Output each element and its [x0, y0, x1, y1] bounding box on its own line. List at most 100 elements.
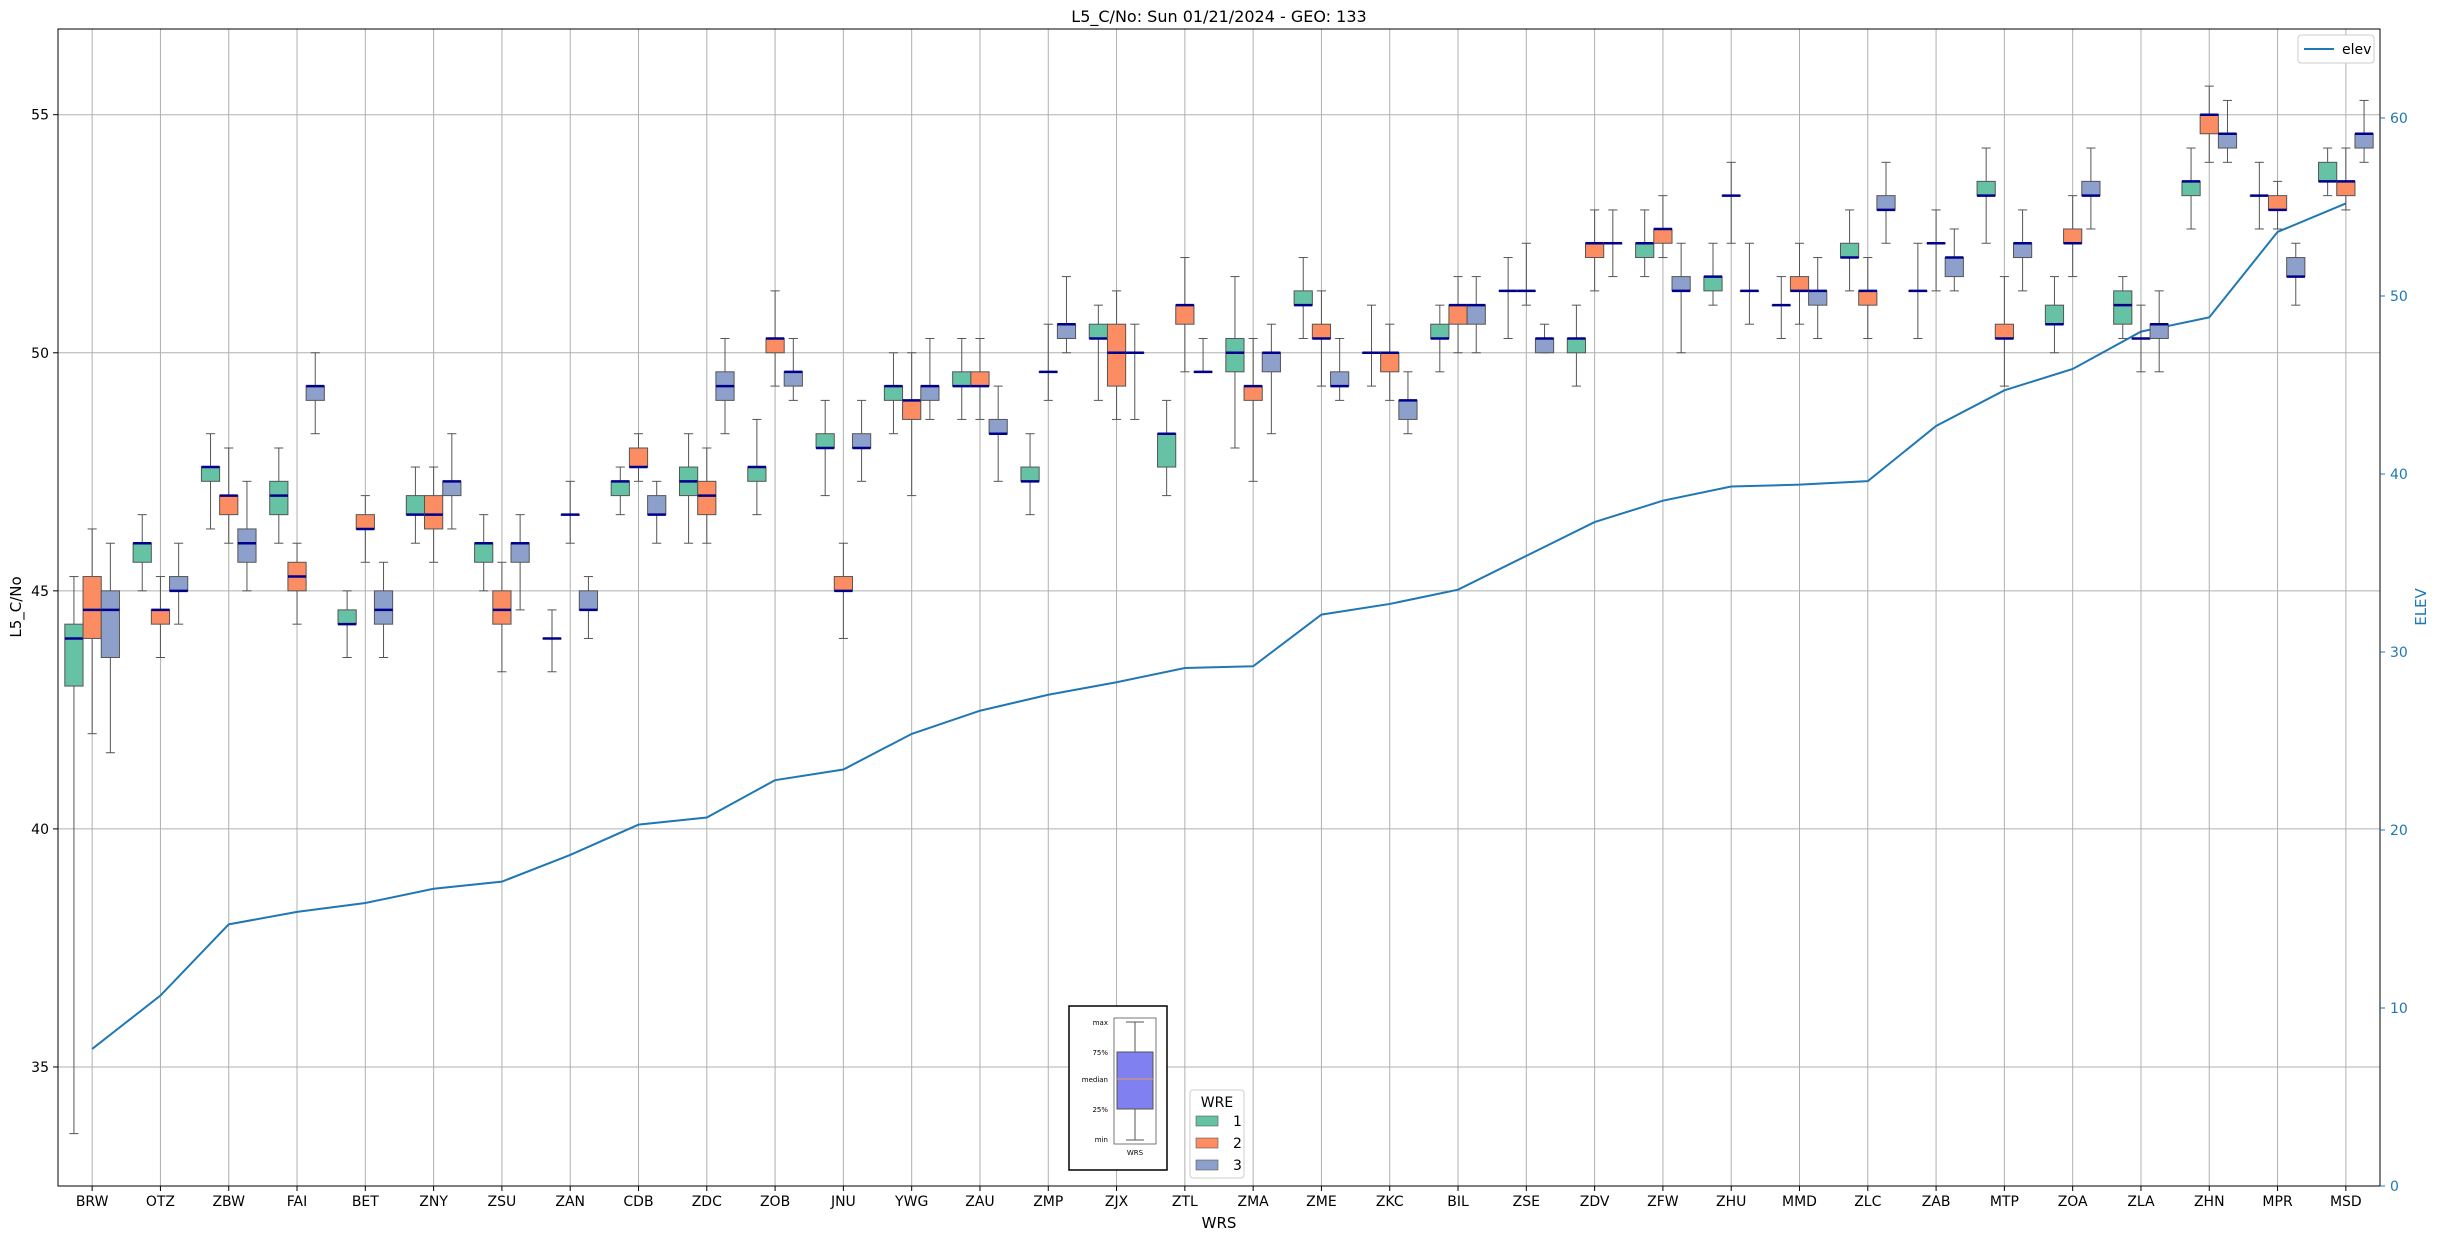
box-wre-2	[1653, 228, 1673, 244]
box-wre-2	[424, 495, 444, 530]
box-wre-2	[2199, 114, 2219, 135]
x-tick-label: BET	[352, 1194, 379, 1210]
box-wre-1	[610, 480, 630, 497]
box-wre-1	[405, 495, 426, 516]
x-tick-label: ZNY	[419, 1194, 448, 1210]
box-wre-3	[783, 371, 803, 387]
box-wre-1	[132, 542, 152, 563]
inset-key-label-q1: 25%	[1092, 1106, 1108, 1114]
box-wre-1	[1566, 337, 1587, 354]
box-wre-3	[647, 495, 667, 516]
box-wre-3	[1261, 352, 1281, 373]
y-axis-right: 0 10 20 30 40 50 60	[2380, 111, 2408, 1195]
x-tick-label: ZOB	[760, 1194, 790, 1210]
x-tick-label: MPR	[2262, 1194, 2293, 1210]
box-wre-1	[337, 609, 357, 625]
box-wre-1	[474, 542, 494, 563]
box-wre-3	[2081, 180, 2101, 197]
box-wre-1	[2044, 304, 2065, 325]
x-tick-label: JNU	[830, 1194, 856, 1210]
x-tick-label: ZHN	[2194, 1194, 2225, 1210]
y2-tick-label: 30	[2390, 645, 2408, 661]
box-wre-3	[1330, 371, 1350, 387]
box-wre-1	[1430, 323, 1450, 339]
box-wre-2	[2063, 228, 2083, 244]
y-tick-label: 45	[31, 584, 49, 600]
grid	[58, 29, 2380, 1186]
box-wre-2	[150, 609, 171, 625]
box-wre-1	[1020, 466, 1040, 482]
y2-tick-label: 20	[2390, 823, 2408, 839]
y2-tick-label: 10	[2390, 1001, 2408, 1017]
x-tick-label: ZME	[1306, 1194, 1337, 1210]
box-wre-3	[2286, 257, 2306, 278]
box-wre-3	[988, 418, 1008, 435]
wre-legend-swatch-3	[1195, 1159, 1219, 1171]
box-wre-3	[1944, 257, 1964, 278]
box-wre-1	[2181, 180, 2201, 197]
y2-tick-label: 40	[2390, 467, 2408, 483]
x-tick-label: ZSE	[1513, 1194, 1540, 1210]
box-wre-2	[902, 399, 922, 420]
box-wre-1	[200, 466, 221, 482]
x-tick-label: ZLC	[1854, 1194, 1881, 1210]
x-tick-label: ZAU	[965, 1194, 994, 1210]
box-wre-1	[883, 385, 904, 401]
x-tick-label: ZSU	[488, 1194, 517, 1210]
box-wre-1	[1635, 242, 1655, 259]
box-wre-2	[697, 480, 717, 516]
x-tick-label: ZLA	[2127, 1194, 2155, 1210]
x-tick-label: ZHU	[1716, 1194, 1746, 1210]
box-wre-1	[1976, 180, 1996, 197]
boxes	[64, 85, 2374, 1135]
box-wre-2	[1858, 290, 1878, 306]
box-wre-1	[64, 623, 84, 687]
x-tick-label: MMD	[1782, 1194, 1817, 1210]
x-tick-label: MSD	[2330, 1194, 2362, 1210]
wre-legend-swatch-1	[1195, 1115, 1219, 1127]
x-tick-label: ZMP	[1033, 1194, 1063, 1210]
box-wre-3	[169, 576, 189, 592]
inset-key-box	[1116, 1051, 1154, 1110]
box-wre-3	[237, 528, 257, 563]
box-wre-2	[970, 371, 990, 387]
box-wre-2	[1311, 323, 1332, 339]
y-axis-left: 35 40 45 50 55	[31, 108, 58, 1076]
box-wre-1	[747, 466, 767, 482]
box-wre-3	[2149, 323, 2169, 339]
box-wre-2	[1380, 352, 1400, 373]
box-wre-1	[269, 480, 289, 516]
box-wre-2	[1448, 304, 1468, 325]
x-tick-label: ZTL	[1172, 1194, 1198, 1210]
chart-title: L5_C/No: Sun 01/21/2024 - GEO: 133	[1071, 7, 1366, 27]
y-tick-label: 35	[31, 1060, 49, 1076]
y-tick-label: 40	[31, 822, 49, 838]
y-tick-label: 50	[31, 346, 49, 362]
wre-legend-label-3: 3	[1233, 1158, 1242, 1174]
box-wre-1	[952, 371, 972, 387]
elevation-line	[91, 202, 2347, 1050]
box-wre-3	[305, 385, 325, 401]
box-wre-1	[815, 433, 835, 449]
box-wre-3	[1534, 337, 1555, 354]
x-tick-label: ZKC	[1376, 1194, 1404, 1210]
box-wre-1	[1225, 337, 1245, 373]
inset-key-label-q3: 75%	[1092, 1049, 1108, 1057]
box-wre-2	[1585, 242, 1605, 259]
box-wre-2	[1175, 304, 1195, 325]
box-wre-1	[1088, 323, 1108, 339]
box-wre-3	[2354, 133, 2374, 149]
box-wre-3	[1398, 399, 1418, 420]
plot-frame	[57, 28, 2381, 1187]
box-wre-3	[578, 590, 599, 611]
wre-legend-label-2: 2	[1233, 1136, 1242, 1152]
box-wre-3	[920, 385, 940, 401]
box-wre-3	[1671, 276, 1691, 292]
elev-legend: elev	[2297, 34, 2375, 64]
box-wre-3	[2217, 133, 2238, 149]
x-tick-label: ZOA	[2058, 1194, 2088, 1210]
box-wre-3	[2012, 242, 2033, 259]
box-wre-2	[219, 495, 239, 516]
box-wre-2	[1789, 276, 1810, 292]
